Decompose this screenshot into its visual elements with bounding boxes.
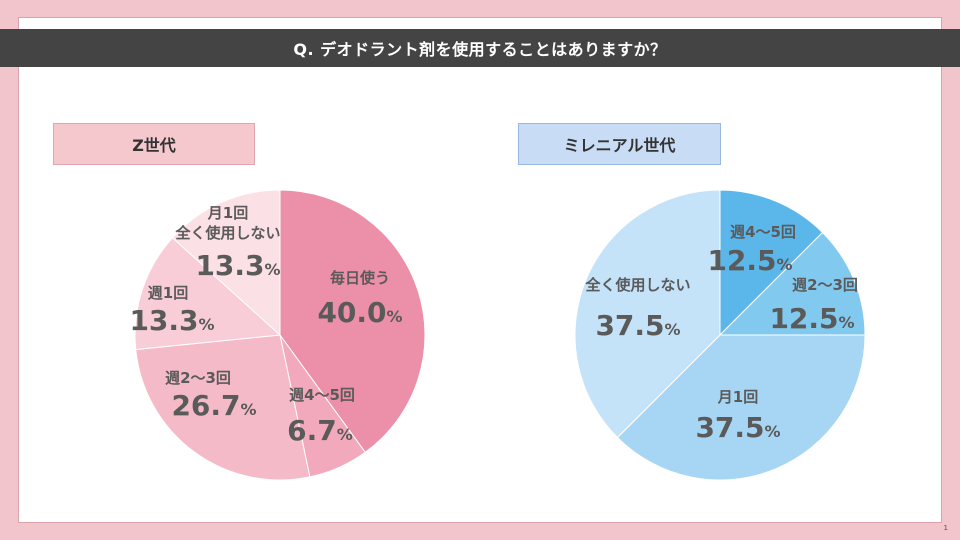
page-number: 1 — [943, 524, 948, 532]
pie-slice — [574, 189, 721, 439]
slice-category-label: 週4～5回 — [289, 386, 355, 404]
millennial-generation-label: ミレニアル世代 — [518, 123, 721, 165]
pie-slice — [135, 334, 311, 481]
slice-value-label: 13.3% — [129, 304, 214, 337]
slice-category-label: 週2～3回 — [792, 276, 858, 294]
slice-value-label: 37.5% — [595, 309, 680, 342]
slice-category-label: 週2～3回 — [165, 369, 231, 387]
slice-value-label: 26.7% — [171, 389, 256, 422]
slice-category-label: 月1回 — [717, 388, 758, 406]
pie-slice — [171, 189, 281, 337]
slice-category-label: 月1回 — [207, 204, 248, 222]
slice-category-label: 毎日使う — [330, 269, 390, 287]
slice-value-label: 37.5% — [695, 411, 780, 444]
slice-value-label: 6.7% — [287, 414, 353, 447]
slice-value-label: 13.3% — [195, 249, 280, 282]
pie-slice — [718, 231, 866, 336]
slice-category-label: 全く使用しない — [174, 224, 280, 242]
z-generation-label: Z世代 — [53, 123, 255, 165]
z-pie: 毎日使う 40.0% 週4～5回 6.7% 週2～3回 26.7% 週1回 13.3% 月1回全… — [129, 189, 426, 481]
slice-value-label: 40.0% — [317, 296, 402, 329]
question-title: Q. デオドラント剤を使用することはありますか？ — [0, 29, 960, 67]
slice-category-label: 全く使用しない — [584, 276, 690, 294]
slice-value-label: 12.5% — [707, 244, 792, 277]
pie-slice — [719, 189, 824, 337]
pie-slice — [134, 237, 282, 351]
slice-value-label: 12.5% — [769, 302, 854, 335]
slice-category-label: 週1回 — [148, 284, 188, 302]
pie-slice — [616, 334, 866, 481]
pie-slice — [279, 189, 426, 454]
slice-category-label: 週4～5回 — [730, 223, 796, 241]
